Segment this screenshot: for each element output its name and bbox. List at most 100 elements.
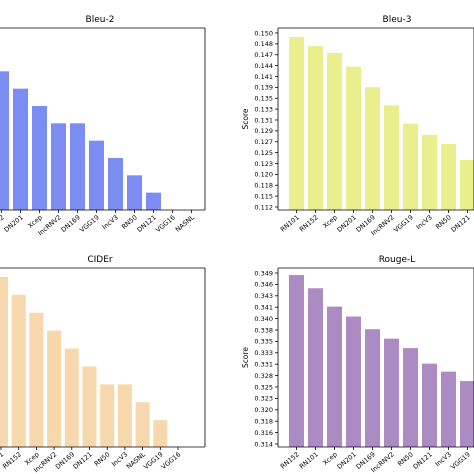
bar xyxy=(308,46,323,211)
bar xyxy=(403,348,418,447)
y-tick-label: 0.135 xyxy=(254,95,273,103)
y-tick-label: 0.148 xyxy=(254,40,273,48)
bar xyxy=(384,338,399,447)
x-tick-label: DN169 xyxy=(54,450,76,470)
bar xyxy=(11,294,26,447)
chart-title: CIDEr xyxy=(87,255,113,265)
y-tick-label: 0.115 xyxy=(254,192,273,200)
y-tick-label: 0.141 xyxy=(254,73,273,81)
x-tick-label: VGG19 xyxy=(392,213,415,234)
bar xyxy=(0,276,8,447)
y-tick-label: 0.328 xyxy=(254,372,273,380)
x-tick-label: DN121 xyxy=(72,450,94,470)
y-tick-label: 0.340 xyxy=(254,315,273,323)
bar xyxy=(327,53,342,211)
bar xyxy=(441,371,456,447)
bar xyxy=(117,384,132,447)
bar xyxy=(153,420,168,447)
bar xyxy=(89,140,104,210)
y-tick-label: 0.346 xyxy=(254,281,273,289)
bar xyxy=(51,123,66,210)
y-tick-label: 0.333 xyxy=(254,349,273,357)
y-tick-label: 0.323 xyxy=(254,395,273,403)
bar xyxy=(441,144,456,210)
x-tick-label: DN121 xyxy=(412,450,434,470)
bar xyxy=(29,312,44,447)
y-tick-label: 0.341 xyxy=(254,304,273,312)
x-tick-label: DN121 xyxy=(450,213,472,233)
y-tick-label: 0.150 xyxy=(254,29,273,37)
x-tick-label: DN121 xyxy=(136,213,158,233)
y-tick-label: 0.129 xyxy=(254,127,273,135)
x-tick-label: RN101 xyxy=(298,450,320,470)
y-tick-label: 0.125 xyxy=(254,149,273,157)
y-axis-label: Score xyxy=(241,347,250,368)
y-tick-label: 0.316 xyxy=(254,429,273,437)
bar xyxy=(346,316,361,447)
y-tick-label: 0.318 xyxy=(254,418,273,426)
bar xyxy=(127,175,142,210)
y-tick-label: 0.320 xyxy=(254,406,273,414)
bar xyxy=(460,159,474,210)
bar xyxy=(32,106,47,210)
y-tick-label: 0.331 xyxy=(254,361,273,369)
y-tick-label: 0.144 xyxy=(254,62,273,70)
x-tick-label: RN152 xyxy=(298,213,320,233)
y-tick-label: 0.349 xyxy=(254,269,273,277)
y-tick-label: 0.314 xyxy=(254,440,273,448)
x-tick-label: VGG16 xyxy=(160,450,183,471)
y-tick-label: 0.123 xyxy=(254,160,273,168)
x-tick-label: DN201 xyxy=(336,450,358,470)
bar xyxy=(422,363,437,447)
bar xyxy=(289,275,304,447)
x-tick-label: VGG19 xyxy=(449,450,472,471)
x-tick-label: NASNL xyxy=(174,213,196,233)
x-tick-label: DN201 xyxy=(3,213,25,233)
bar xyxy=(403,123,418,210)
y-axis-label: Score xyxy=(241,108,250,129)
bar xyxy=(308,288,323,447)
bar xyxy=(0,71,9,210)
bar xyxy=(327,306,342,447)
bar xyxy=(460,381,474,447)
y-tick-label: 0.112 xyxy=(254,203,273,211)
bar xyxy=(146,192,161,210)
x-tick-label: VGG16 xyxy=(154,213,177,234)
x-tick-label: VGG19 xyxy=(78,213,101,234)
y-tick-label: 0.338 xyxy=(254,326,273,334)
y-tick-label: 0.335 xyxy=(254,338,273,346)
x-tick-label: IncV3 xyxy=(101,213,120,231)
y-tick-label: 0.118 xyxy=(254,182,273,190)
x-tick-label: RN152 xyxy=(279,450,301,470)
x-tick-label: IncV3 xyxy=(415,213,434,231)
bar xyxy=(82,366,97,447)
bar xyxy=(422,134,437,210)
bar xyxy=(100,384,115,447)
bar xyxy=(13,88,28,210)
bar xyxy=(346,66,361,210)
bar xyxy=(365,87,380,210)
y-tick-label: 0.120 xyxy=(254,171,273,179)
bar xyxy=(70,123,85,210)
bar xyxy=(108,158,123,210)
y-tick-label: 0.147 xyxy=(254,51,273,59)
bar xyxy=(289,37,304,210)
y-tick-label: 0.139 xyxy=(254,84,273,92)
x-tick-label: DN169 xyxy=(60,213,82,233)
bar xyxy=(47,330,62,447)
x-tick-label: DN201 xyxy=(336,213,358,233)
y-tick-label: 0.127 xyxy=(254,138,273,146)
y-tick-label: 0.325 xyxy=(254,383,273,391)
bar xyxy=(365,329,380,447)
chart-title: Bleu-2 xyxy=(86,15,115,25)
bar xyxy=(64,348,79,447)
bar xyxy=(135,402,150,447)
y-tick-label: 0.343 xyxy=(254,292,273,300)
y-tick-label: 0.133 xyxy=(254,105,273,113)
chart-title: Bleu-3 xyxy=(383,15,412,25)
